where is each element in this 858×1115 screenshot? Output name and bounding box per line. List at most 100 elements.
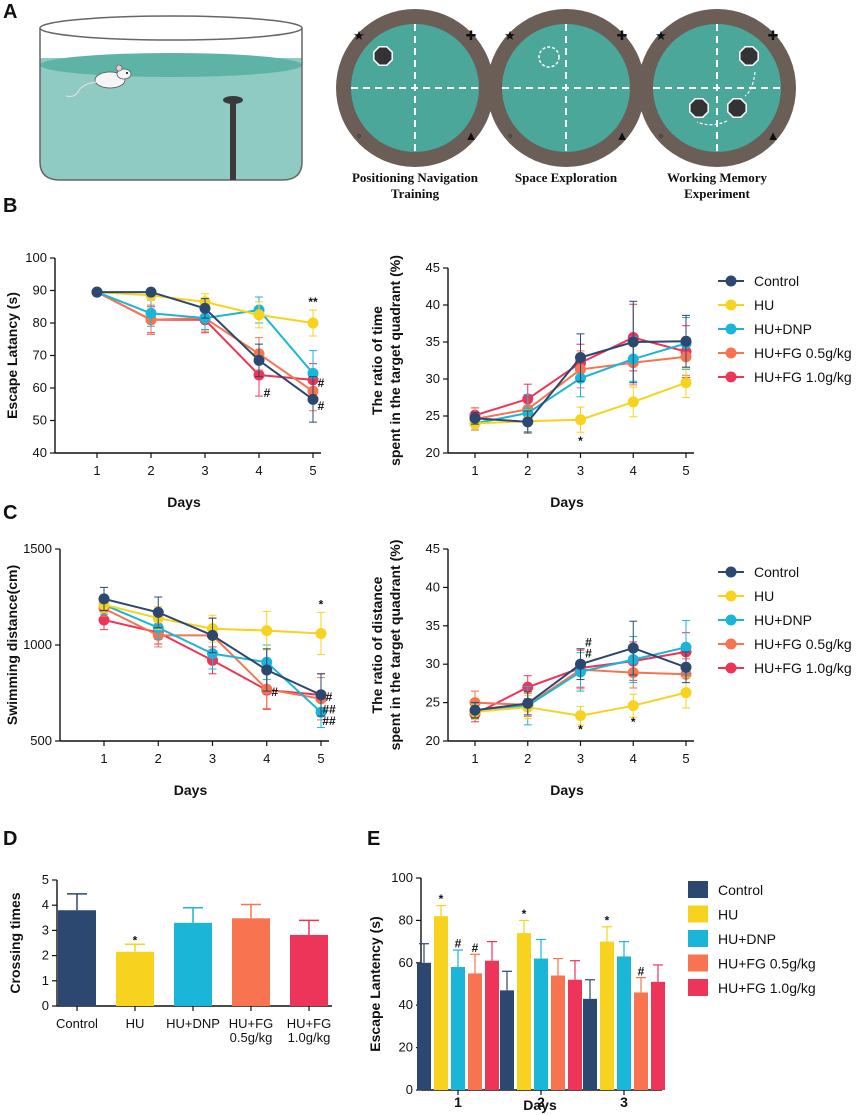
legend-label: HU+FG 0.5g/kg	[754, 345, 852, 361]
bar	[58, 910, 96, 1006]
x-tick-label: 3	[201, 463, 208, 478]
legend-label: HU+FG 1.0g/kg	[718, 980, 816, 996]
legend-marker	[725, 662, 737, 674]
x-tick-label: 3	[577, 463, 584, 478]
data-point	[261, 664, 273, 676]
significance-mark: ##	[322, 702, 336, 716]
y-tick-label: 90	[33, 283, 47, 298]
significance-mark: #	[318, 399, 325, 413]
x-tick-label: 1	[93, 463, 100, 478]
data-point	[207, 629, 218, 641]
significance-mark: **	[308, 295, 318, 309]
circle-cue-icon: ◦	[357, 128, 362, 143]
bar	[600, 941, 614, 1090]
x-tick-label: HU	[126, 1016, 145, 1031]
data-point	[98, 614, 110, 626]
water-maze-pool	[39, 15, 303, 181]
bar	[468, 973, 482, 1090]
x-tick-label: 2	[537, 1094, 545, 1110]
x-tick-label: 0.5g/kg	[230, 1030, 273, 1045]
swim-path-arrow	[744, 71, 756, 97]
x-axis-title: Days	[167, 494, 201, 510]
legend-marker	[725, 347, 737, 359]
x-axis-title: Days	[523, 1097, 557, 1113]
bar	[634, 992, 648, 1090]
x-axis-title: Days	[174, 782, 208, 798]
panel-label-b: B	[3, 195, 17, 217]
y-tick-label: 1	[42, 973, 49, 988]
y-axis-title: Escape Lantency (s)	[367, 916, 383, 1051]
y-tick-label: 40	[426, 579, 440, 594]
significance-mark: *	[605, 913, 610, 927]
significance-mark: #	[264, 386, 271, 400]
x-tick-label: 4	[630, 751, 637, 766]
bar	[290, 934, 328, 1006]
significance-mark: #	[638, 964, 645, 978]
pool-water-surface	[40, 53, 302, 77]
x-tick-label: 3	[577, 751, 584, 766]
bar	[417, 962, 431, 1090]
legend-swatch	[688, 954, 708, 972]
y-tick-label: 500	[30, 733, 52, 748]
mouse-ear	[115, 64, 123, 72]
data-point	[575, 352, 586, 364]
x-tick-label: Control	[56, 1016, 98, 1031]
x-tick-label: 3	[620, 1094, 628, 1110]
significance-mark: #	[318, 376, 325, 390]
y-tick-label: 45	[426, 260, 440, 275]
series-control	[469, 620, 692, 719]
x-tick-label: 2	[524, 751, 531, 766]
bar-chart-d: 0 1 2 3 4 5 Crossing times Control HU HU+DNP HU+FG…	[7, 872, 332, 1045]
swim-path-arrow	[696, 120, 728, 126]
data-point	[627, 396, 639, 408]
platform-octagon	[373, 46, 393, 66]
mouse-head	[116, 68, 132, 80]
y-tick-label: 70	[33, 348, 47, 363]
mouse-illustration	[65, 64, 132, 98]
maze-caption-line: Positioning Navigation	[352, 170, 479, 185]
platform-octagon	[689, 98, 709, 118]
pool-rim	[39, 15, 303, 41]
y-axis-title: The ratio of distance	[369, 576, 385, 713]
bar	[500, 990, 514, 1090]
legend-panel-e: Control HU HU+DNP HU+FG 0.5g/kg HU+FG 1.0g/k…	[688, 881, 816, 996]
cross-cue-icon: ✚	[466, 28, 477, 43]
bar	[517, 933, 531, 1090]
maze-diagram-2: ★ ✚ ◦ ▲ Space Exploration	[487, 9, 645, 185]
legend-marker	[725, 590, 737, 602]
maze-caption-line: Experiment	[684, 186, 750, 201]
significance-mark: #	[271, 685, 278, 699]
legend-label: HU	[754, 297, 774, 313]
star-cue-icon: ★	[353, 28, 365, 43]
data-point	[145, 307, 157, 319]
significance-mark: *	[439, 892, 444, 906]
x-tick-label: HU+FG	[229, 1016, 273, 1031]
x-tick-label: 3	[209, 751, 216, 766]
x-tick-label: 4	[630, 463, 637, 478]
legend-label: HU+DNP	[718, 931, 776, 947]
legend-swatch	[688, 881, 708, 898]
x-tick-label: 5	[317, 751, 324, 766]
significance-mark: #	[455, 937, 462, 951]
legend-label: HU	[718, 907, 738, 923]
significance-mark: *	[631, 715, 636, 729]
data-point	[261, 625, 273, 637]
legend-marker	[725, 614, 737, 626]
data-point	[680, 661, 692, 673]
significance-mark: *	[133, 933, 138, 947]
cross-cue-icon: ✚	[768, 28, 779, 43]
x-axis-title: Days	[550, 494, 584, 510]
y-axis-title: spent in the target quadrant (%)	[387, 255, 403, 466]
data-point	[91, 286, 103, 298]
legend-panel-c: Control HU HU+DNP HU+FG 0.5g/kg HU+FG 1.0g/k…	[718, 564, 852, 676]
x-tick-label: 1	[454, 1094, 462, 1110]
y-tick-label: 80	[33, 315, 47, 330]
legend-label: HU+FG 0.5g/kg	[718, 956, 816, 972]
y-tick-label: 100	[25, 250, 47, 265]
circle-cue-icon: ◦	[659, 128, 664, 143]
legend-swatch	[688, 905, 708, 923]
significance-mark: *	[522, 907, 527, 921]
y-axis-title: spent in the target quadrant (%)	[387, 540, 403, 751]
